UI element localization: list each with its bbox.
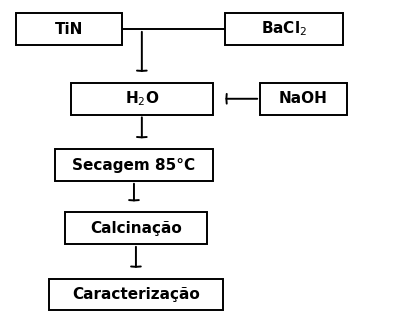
FancyBboxPatch shape [49,279,223,310]
Text: NaOH: NaOH [279,91,328,106]
Text: BaCl$_2$: BaCl$_2$ [260,20,307,39]
Text: H$_2$O: H$_2$O [125,89,159,108]
Text: Calcinação: Calcinação [90,221,182,236]
FancyBboxPatch shape [71,83,213,115]
Text: Caracterização: Caracterização [72,287,200,302]
FancyBboxPatch shape [225,13,343,45]
FancyBboxPatch shape [65,212,207,244]
FancyBboxPatch shape [260,83,347,115]
FancyBboxPatch shape [55,149,213,181]
Text: Secagem 85°C: Secagem 85°C [72,158,195,173]
FancyBboxPatch shape [16,13,122,45]
Text: TiN: TiN [55,22,83,37]
